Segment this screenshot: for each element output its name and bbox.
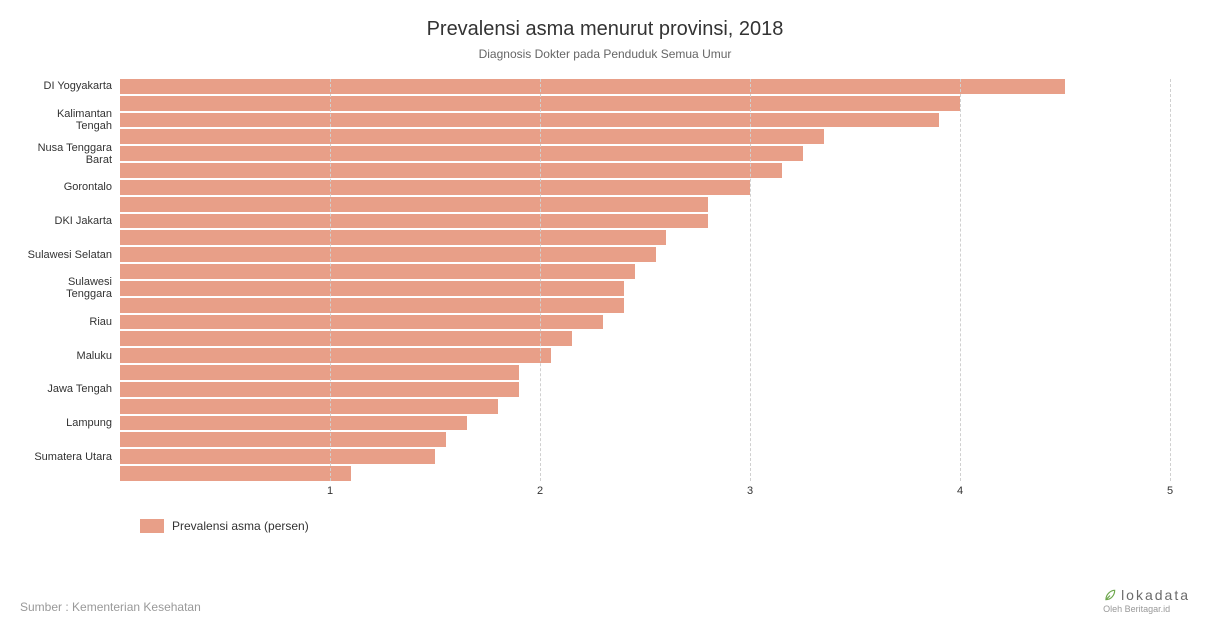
bar-fill [120, 163, 782, 178]
bar-fill [120, 416, 467, 431]
bar-fill [120, 214, 708, 229]
brand-sub: Oleh Beritagar.id [1103, 604, 1170, 614]
bar-fill [120, 315, 603, 330]
bar-fill [120, 365, 519, 380]
bar-label: DKI Jakarta [20, 215, 120, 227]
bar-row: Kalimantan Tengah [120, 113, 1170, 128]
bar-row: Sulawesi Selatan [120, 247, 1170, 262]
x-tick-label: 2 [537, 485, 543, 497]
grid-line [960, 79, 961, 481]
brand-top: lokadata [1103, 587, 1190, 603]
bar-label: Jawa Tengah [20, 383, 120, 395]
bar-fill [120, 399, 498, 414]
footer: Sumber : Kementerian Kesehatan lokadata … [20, 587, 1190, 614]
bar-fill [120, 264, 635, 279]
bar-row: Gorontalo [120, 180, 1170, 195]
bar-row [120, 298, 1170, 313]
bar-label: Kalimantan Tengah [20, 108, 120, 132]
bar-fill [120, 230, 666, 245]
bar-row [120, 432, 1170, 447]
bar-fill [120, 348, 551, 363]
bar-row [120, 230, 1170, 245]
bar-row: Jawa Tengah [120, 382, 1170, 397]
grid-line [750, 79, 751, 481]
bar-fill [120, 129, 824, 144]
bar-fill [120, 247, 656, 262]
bar-label: Nusa Tenggara Barat [20, 142, 120, 166]
bar-fill [120, 382, 519, 397]
x-axis-ticks: 1 2 3 4 5 [120, 485, 1170, 503]
bar-fill [120, 180, 750, 195]
bar-fill [120, 432, 446, 447]
bar-label: Riau [20, 316, 120, 328]
leaf-icon [1103, 588, 1117, 602]
bar-row [120, 399, 1170, 414]
x-tick-label: 5 [1167, 485, 1173, 497]
bar-label: Maluku [20, 350, 120, 362]
bar-row [120, 129, 1170, 144]
bar-label: Sulawesi Selatan [20, 249, 120, 261]
bar-fill [120, 197, 708, 212]
bar-fill [120, 79, 1065, 94]
bar-label: Sumatera Utara [20, 451, 120, 463]
bar-fill [120, 331, 572, 346]
grid-line [330, 79, 331, 481]
x-tick-label: 1 [327, 485, 333, 497]
legend-label: Prevalensi asma (persen) [172, 519, 309, 533]
source-text: Sumber : Kementerian Kesehatan [20, 600, 201, 614]
bar-row [120, 331, 1170, 346]
bar-row [120, 96, 1170, 111]
bar-row: DI Yogyakarta [120, 79, 1170, 94]
legend: Prevalensi asma (persen) [140, 519, 1190, 533]
bar-label: Sulawesi Tenggara [20, 276, 120, 300]
bar-row: DKI Jakarta [120, 214, 1170, 229]
bar-row [120, 466, 1170, 481]
plot-area: DI Yogyakarta Kalimantan Tengah Nusa Tengg… [120, 79, 1170, 499]
bar-row: Lampung [120, 416, 1170, 431]
bar-fill [120, 449, 435, 464]
bar-row: Nusa Tenggara Barat [120, 146, 1170, 161]
bar-fill [120, 298, 624, 313]
chart-subtitle: Diagnosis Dokter pada Penduduk Semua Umu… [20, 47, 1190, 61]
bar-label: Lampung [20, 417, 120, 429]
bar-row: Sumatera Utara [120, 449, 1170, 464]
x-tick-label: 3 [747, 485, 753, 497]
grid-line [540, 79, 541, 481]
bar-fill [120, 146, 803, 161]
bar-row: Riau [120, 315, 1170, 330]
bar-row [120, 197, 1170, 212]
bar-row [120, 163, 1170, 178]
bar-row [120, 264, 1170, 279]
bar-row [120, 365, 1170, 380]
bar-fill [120, 281, 624, 296]
brand: lokadata Oleh Beritagar.id [1103, 587, 1190, 614]
bar-row: Maluku [120, 348, 1170, 363]
brand-name: lokadata [1121, 587, 1190, 603]
x-tick-label: 4 [957, 485, 963, 497]
bar-fill [120, 113, 939, 128]
bars-group: DI Yogyakarta Kalimantan Tengah Nusa Tengg… [120, 79, 1170, 481]
bar-label: DI Yogyakarta [20, 80, 120, 92]
bar-fill [120, 466, 351, 481]
chart-title: Prevalensi asma menurut provinsi, 2018 [20, 18, 1190, 41]
grid-line [1170, 79, 1171, 481]
bar-row: Sulawesi Tenggara [120, 281, 1170, 296]
legend-swatch [140, 519, 164, 533]
chart-container: Prevalensi asma menurut provinsi, 2018 D… [0, 0, 1210, 628]
bar-label: Gorontalo [20, 181, 120, 193]
